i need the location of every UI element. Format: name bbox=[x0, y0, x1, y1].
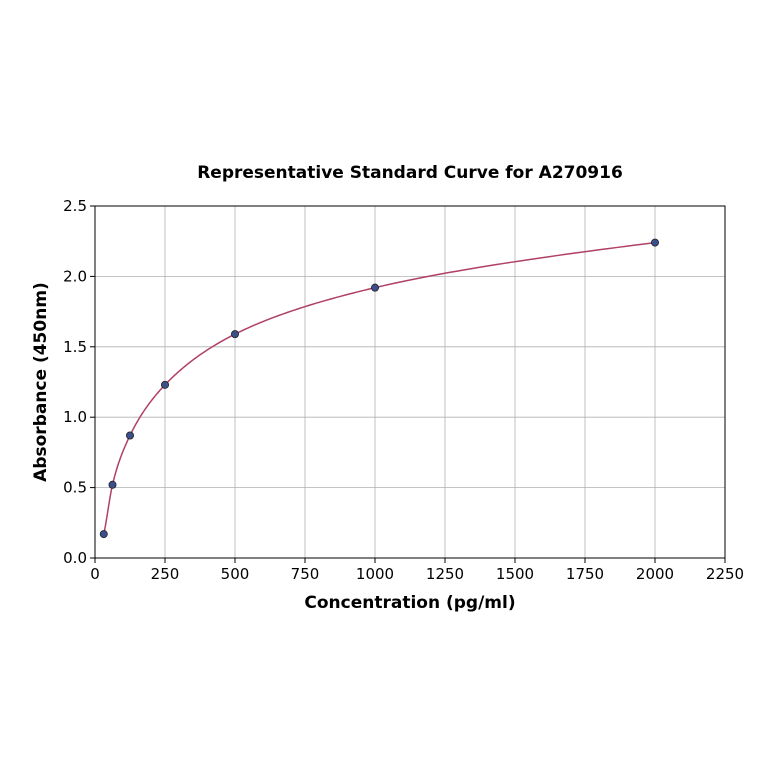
plot-frame bbox=[94, 205, 726, 559]
data-point bbox=[126, 431, 135, 440]
y-tick-label: 0.5 bbox=[63, 479, 87, 497]
x-tick-label: 1000 bbox=[356, 565, 394, 583]
x-tick-label: 250 bbox=[151, 565, 180, 583]
y-tick-label: 1.5 bbox=[63, 338, 87, 356]
data-point bbox=[108, 480, 117, 489]
fit-curve bbox=[102, 241, 656, 536]
chart-title: Representative Standard Curve for A27091… bbox=[197, 163, 623, 183]
x-tick-label: 1500 bbox=[496, 565, 534, 583]
y-tick-label: 1.0 bbox=[63, 408, 87, 426]
x-tick-label: 2000 bbox=[636, 565, 674, 583]
x-tick-label: 1750 bbox=[566, 565, 604, 583]
x-tick-label: 0 bbox=[90, 565, 100, 583]
x-tick-label: 2250 bbox=[706, 565, 744, 583]
y-tick-label: 2.5 bbox=[63, 197, 87, 215]
y-tick-label: 0.0 bbox=[63, 549, 87, 567]
y-axis-ticks: 0.0 0.5 1.0 1.5 2.0 2.5 bbox=[63, 197, 95, 567]
x-tick-label: 500 bbox=[221, 565, 250, 583]
y-axis-label: Absorbance (450nm) bbox=[31, 282, 51, 482]
x-tick-label: 750 bbox=[291, 565, 320, 583]
x-axis-label: Concentration (pg/ml) bbox=[304, 593, 515, 613]
data-point bbox=[99, 530, 108, 539]
data-point bbox=[230, 330, 239, 339]
data-point bbox=[651, 238, 660, 247]
data-point bbox=[370, 283, 379, 292]
data-points bbox=[99, 238, 660, 539]
y-tick-label: 2.0 bbox=[63, 267, 87, 285]
grid bbox=[95, 206, 725, 558]
x-axis-ticks: 0 250 500 750 1000 1250 1500 1750 2000 2250 bbox=[90, 558, 744, 583]
data-point bbox=[160, 380, 169, 389]
x-tick-label: 1250 bbox=[426, 565, 464, 583]
fit-curve-layer bbox=[102, 241, 656, 536]
